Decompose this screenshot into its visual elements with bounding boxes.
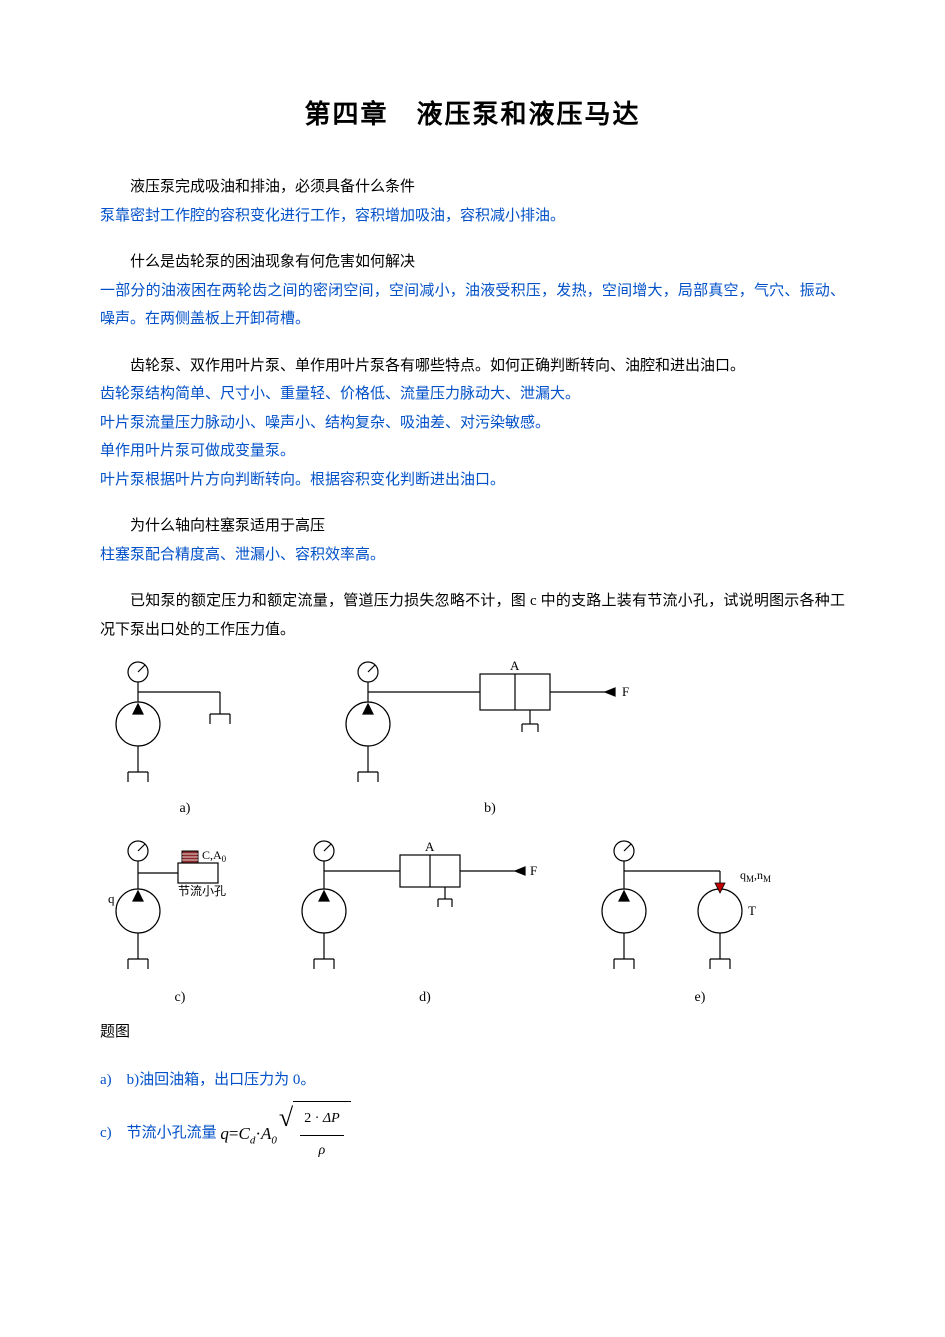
page: 第四章 液压泵和液压马达 液压泵完成吸油和排油，必须具备什么条件 泵靠密封工作腔… — [0, 0, 945, 1337]
question-text: 为什么轴向柱塞泵适用于高压 — [100, 512, 845, 541]
figure-a: a) — [100, 654, 270, 823]
chapter-title: 第四章 液压泵和液压马达 — [100, 90, 845, 139]
eq-sign: = — [229, 1115, 239, 1152]
figure-caption: d) — [419, 985, 431, 1012]
formula: q = Cd · A0 √ 2 · ΔP ρ — [220, 1101, 350, 1167]
figure-b: A F b) — [330, 654, 650, 823]
question-text: 齿轮泵、双作用叶片泵、单作用叶片泵各有哪些特点。如何正确判断转向、油腔和进出油口… — [100, 352, 845, 381]
figure-caption: e) — [695, 985, 706, 1012]
ca-label: C,A0 — [202, 848, 227, 864]
force-label: F — [622, 684, 629, 699]
qn-label: qM,nM — [740, 868, 771, 884]
orifice-label: 节流小孔 — [178, 884, 226, 898]
diagram-icon: qM,nM T — [590, 833, 810, 983]
cylinder-label: A — [425, 839, 435, 854]
qa-block: 已知泵的额定压力和额定流量，管道压力损失忽略不计，图 c 中的支路上装有节流小孔… — [100, 587, 845, 644]
question-text: 液压泵完成吸油和排油，必须具备什么条件 — [100, 173, 845, 202]
figure-d: A F d) — [290, 833, 560, 1012]
sqrt-icon: √ 2 · ΔP ρ — [279, 1101, 351, 1167]
qa-block: 什么是齿轮泵的困油现象有何危害如何解决 一部分的油液困在两轮齿之间的密闭空间，空… — [100, 248, 845, 334]
figure-c: q C,A0 节流小孔 c) — [100, 833, 260, 1012]
figure-e: qM,nM T e) — [590, 833, 810, 1012]
fraction: 2 · ΔP ρ — [300, 1104, 343, 1167]
qa-block: 为什么轴向柱塞泵适用于高压 柱塞泵配合精度高、泄漏小、容积效率高。 — [100, 512, 845, 569]
answer-text: 齿轮泵结构简单、尺寸小、重量轻、价格低、流量压力脉动大、泄漏大。 — [100, 380, 845, 409]
var-cd: Cd — [239, 1115, 256, 1153]
answer-text: 叶片泵根据叶片方向判断转向。根据容积变化判断进出油口。 — [100, 466, 845, 495]
answer-text: 泵靠密封工作腔的容积变化进行工作，容积增加吸油，容积减小排油。 — [100, 202, 845, 231]
diagram-icon: q C,A0 节流小孔 — [100, 833, 260, 983]
question-text: 已知泵的额定压力和额定流量，管道压力损失忽略不计，图 c 中的支路上装有节流小孔… — [100, 587, 845, 644]
answer-ab: a) b)油回油箱，出口压力为 0。 — [100, 1064, 845, 1097]
answer-text: 一部分的油液困在两轮齿之间的密闭空间，空间减小，油液受积压，发热，空间增大，局部… — [100, 277, 845, 334]
diagram-icon — [100, 654, 270, 794]
figure-row: q C,A0 节流小孔 c) — [100, 833, 845, 1012]
t-label: T — [748, 903, 756, 918]
force-label: F — [530, 863, 537, 878]
figure-row: a) — [100, 654, 845, 823]
figure-caption: c) — [175, 985, 186, 1012]
answer-text: 单作用叶片泵可做成变量泵。 — [100, 437, 845, 466]
figure-caption: a) — [180, 796, 191, 823]
answer-c: c) 节流小孔流量 q = Cd · A0 √ 2 · ΔP ρ — [100, 1101, 845, 1167]
diagram-icon: A F — [290, 833, 560, 983]
figure-set-caption: 题图 — [100, 1018, 845, 1047]
qa-block: 液压泵完成吸油和排油，必须具备什么条件 泵靠密封工作腔的容积变化进行工作，容积增… — [100, 173, 845, 230]
answer-c-prefix: c) 节流小孔流量 — [100, 1125, 220, 1141]
q-label: q — [108, 891, 115, 906]
cylinder-label: A — [510, 658, 520, 673]
diagram-icon: A F — [330, 654, 650, 794]
answer-text: 柱塞泵配合精度高、泄漏小、容积效率高。 — [100, 541, 845, 570]
figure-caption: b) — [484, 796, 496, 823]
qa-block: 齿轮泵、双作用叶片泵、单作用叶片泵各有哪些特点。如何正确判断转向、油腔和进出油口… — [100, 352, 845, 495]
var-q: q — [220, 1115, 229, 1152]
var-a0: A0 — [261, 1115, 277, 1153]
answer-text: 叶片泵流量压力脉动小、噪声小、结构复杂、吸油差、对污染敏感。 — [100, 409, 845, 438]
question-text: 什么是齿轮泵的困油现象有何危害如何解决 — [100, 248, 845, 277]
